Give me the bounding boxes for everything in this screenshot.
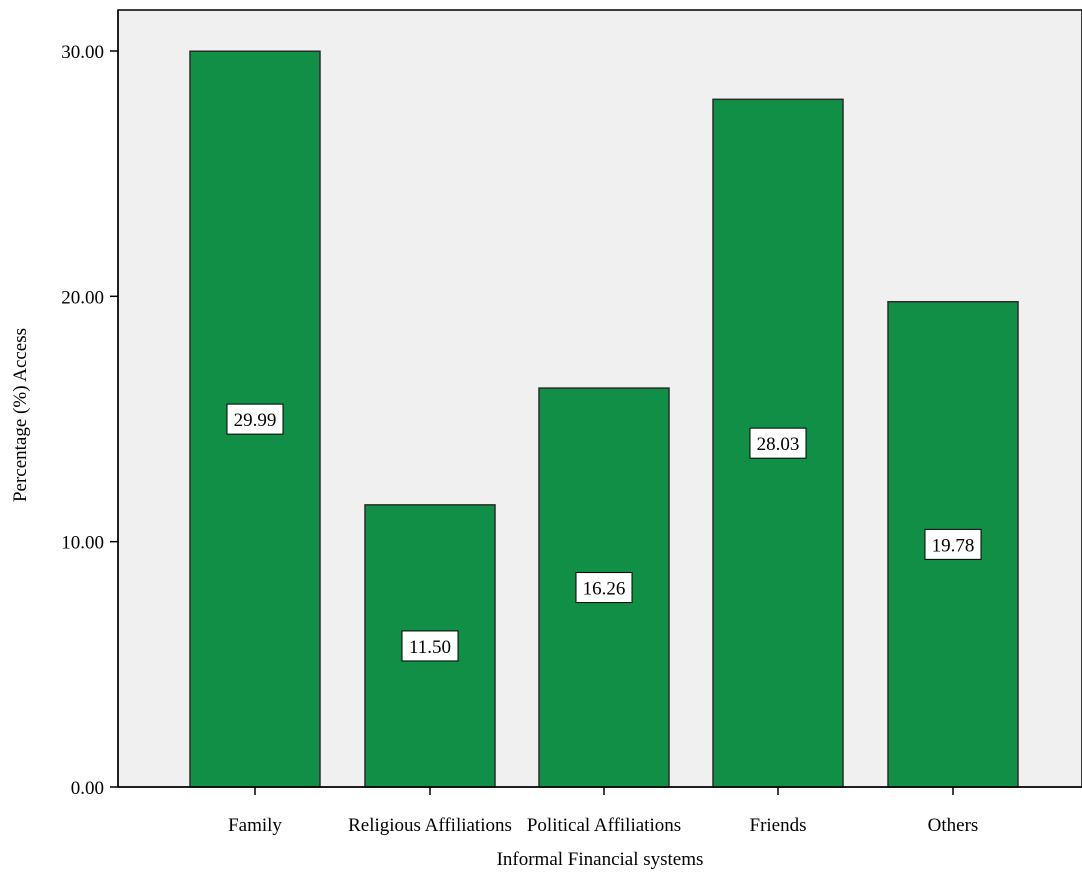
y-axis: 0.00 10.00 20.00 30.00 xyxy=(61,10,119,799)
y-tick-label: 10.00 xyxy=(61,533,104,554)
data-label-box xyxy=(924,528,982,560)
data-label-box xyxy=(575,572,633,604)
x-axis-title: Informal Financial systems xyxy=(497,849,704,870)
data-label: 11.50 xyxy=(409,637,451,658)
data-label-box xyxy=(749,427,807,459)
data-label: 19.78 xyxy=(932,535,975,556)
data-label-box xyxy=(401,630,459,662)
y-tick-label: 30.00 xyxy=(61,42,104,63)
x-axis: Family Religious Affiliations Political Af… xyxy=(118,786,1082,836)
bars-group: 29.99 11.50 16.26 28.03 19.78 xyxy=(189,50,1019,788)
x-tick-label: Friends xyxy=(750,815,807,836)
data-label: 28.03 xyxy=(757,434,800,455)
x-tick-label: Family xyxy=(228,815,282,836)
data-label: 29.99 xyxy=(234,410,277,431)
data-label-box xyxy=(226,403,284,435)
y-tick-label: 20.00 xyxy=(61,287,104,308)
x-tick-label: Political Affiliations xyxy=(527,815,681,836)
y-tick-label: 0.00 xyxy=(71,778,104,799)
y-axis-title: Percentage (%) Access xyxy=(10,328,31,502)
x-tick-label: Religious Affiliations xyxy=(348,815,512,836)
data-label: 16.26 xyxy=(583,579,626,600)
x-tick-label: Others xyxy=(928,815,979,836)
